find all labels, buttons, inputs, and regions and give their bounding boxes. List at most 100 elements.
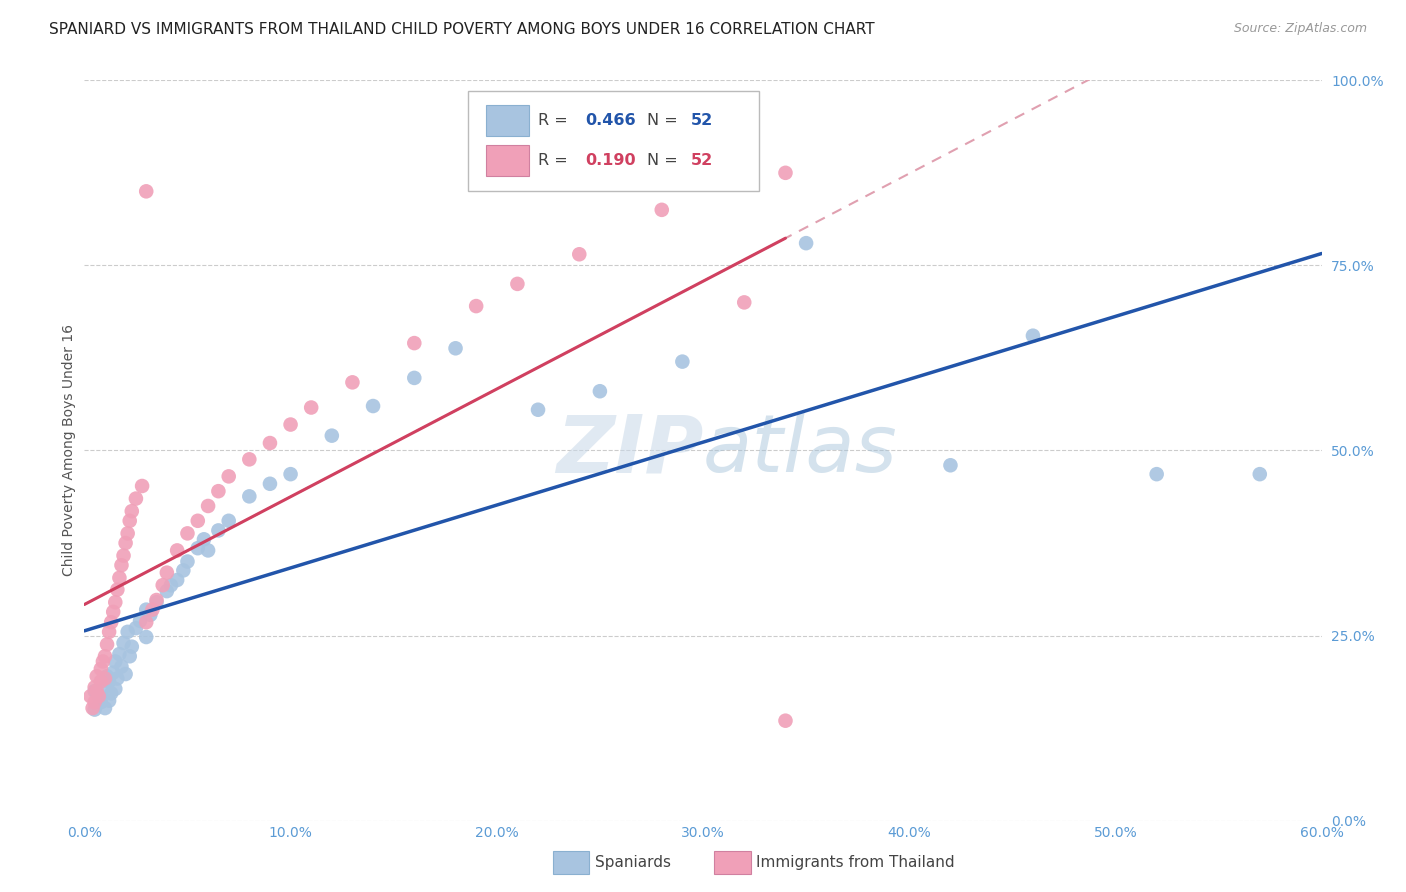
Point: [207, 524, 229, 538]
Point: [156, 584, 179, 599]
Point: [114, 536, 136, 550]
Point: [651, 202, 673, 217]
Point: [404, 371, 426, 385]
Text: 52: 52: [690, 153, 713, 168]
Point: [193, 533, 215, 547]
Y-axis label: Child Poverty Among Boys Under 16: Child Poverty Among Boys Under 16: [62, 325, 76, 576]
Point: [87, 690, 110, 704]
Point: [145, 595, 167, 609]
Point: [156, 566, 179, 580]
Point: [94, 701, 117, 715]
Point: [118, 649, 141, 664]
Text: 52: 52: [690, 112, 713, 128]
Point: [1022, 328, 1045, 343]
Point: [118, 514, 141, 528]
Point: [104, 595, 127, 609]
Point: [280, 417, 302, 432]
Text: atlas: atlas: [703, 411, 898, 490]
Point: [125, 491, 148, 506]
Point: [187, 514, 209, 528]
Point: [1146, 467, 1168, 482]
Point: [775, 166, 797, 180]
Point: [94, 681, 117, 695]
Point: [96, 637, 118, 651]
Point: [238, 489, 260, 503]
Point: [86, 669, 108, 683]
Point: [176, 555, 198, 569]
Point: [83, 684, 105, 698]
Point: [238, 452, 260, 467]
Point: [105, 672, 128, 686]
Point: [104, 655, 127, 669]
Point: [129, 614, 152, 628]
Point: [96, 669, 118, 683]
FancyBboxPatch shape: [486, 104, 529, 136]
Point: [83, 681, 105, 695]
Point: [90, 662, 112, 676]
Point: [117, 624, 139, 639]
Point: [90, 695, 112, 709]
Point: [197, 543, 219, 558]
Point: [259, 476, 281, 491]
Point: [166, 573, 188, 587]
Point: [94, 672, 117, 686]
Point: [172, 563, 194, 577]
Point: [135, 184, 157, 198]
Point: [218, 514, 240, 528]
Point: [207, 484, 229, 499]
Point: [152, 578, 174, 592]
Point: [321, 428, 343, 442]
Point: [506, 277, 529, 291]
Text: 0.466: 0.466: [585, 112, 636, 128]
Point: [160, 578, 183, 592]
Point: [135, 615, 157, 630]
Point: [103, 605, 125, 619]
Point: [112, 549, 135, 563]
Point: [259, 436, 281, 450]
Text: R =: R =: [538, 112, 574, 128]
Point: [94, 649, 117, 664]
Point: [121, 640, 143, 654]
Text: Immigrants from Thailand: Immigrants from Thailand: [756, 855, 955, 870]
Point: [568, 247, 591, 261]
Point: [131, 479, 153, 493]
Point: [939, 458, 962, 473]
Point: [114, 667, 136, 681]
Point: [100, 615, 122, 630]
Point: [135, 602, 157, 616]
Text: Spaniards: Spaniards: [595, 855, 671, 870]
Point: [794, 236, 817, 251]
Point: [342, 376, 364, 390]
Text: 0.190: 0.190: [585, 153, 636, 168]
Point: [83, 695, 105, 709]
Point: [465, 299, 488, 313]
Point: [187, 541, 209, 556]
Point: [121, 504, 143, 518]
Point: [100, 686, 122, 700]
Point: [83, 703, 105, 717]
Text: N =: N =: [647, 153, 683, 168]
Point: [108, 571, 131, 585]
Point: [589, 384, 612, 399]
Point: [105, 582, 128, 597]
Point: [671, 354, 693, 368]
Point: [733, 295, 755, 310]
Point: [112, 636, 135, 650]
Text: ZIP: ZIP: [555, 411, 703, 490]
Point: [82, 701, 104, 715]
Point: [79, 690, 101, 704]
Point: [1249, 467, 1271, 482]
Point: [103, 665, 125, 680]
Text: SPANIARD VS IMMIGRANTS FROM THAILAND CHILD POVERTY AMONG BOYS UNDER 16 CORRELATI: SPANIARD VS IMMIGRANTS FROM THAILAND CHI…: [49, 22, 875, 37]
Point: [108, 647, 131, 661]
FancyBboxPatch shape: [468, 91, 759, 191]
Point: [117, 526, 139, 541]
Text: R =: R =: [538, 153, 574, 168]
Point: [110, 558, 132, 573]
Point: [139, 607, 162, 622]
Point: [125, 621, 148, 635]
Point: [444, 341, 467, 355]
FancyBboxPatch shape: [486, 145, 529, 176]
Point: [98, 694, 121, 708]
Point: [141, 602, 163, 616]
